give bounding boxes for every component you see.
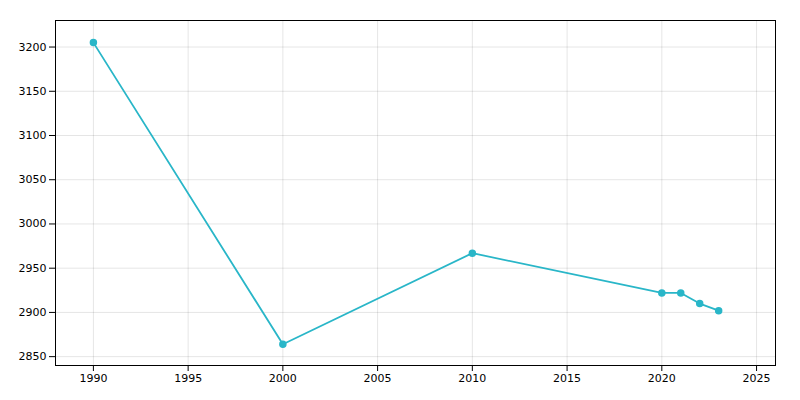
svg-text:1995: 1995 <box>174 372 202 385</box>
svg-text:2900: 2900 <box>19 306 47 319</box>
svg-text:2000: 2000 <box>269 372 297 385</box>
svg-text:2950: 2950 <box>19 262 47 275</box>
svg-text:2005: 2005 <box>364 372 392 385</box>
svg-text:2015: 2015 <box>553 372 581 385</box>
svg-text:3050: 3050 <box>19 173 47 186</box>
svg-text:3150: 3150 <box>19 85 47 98</box>
svg-text:2025: 2025 <box>743 372 771 385</box>
svg-text:3100: 3100 <box>19 129 47 142</box>
svg-text:2020: 2020 <box>648 372 676 385</box>
svg-text:2850: 2850 <box>19 350 47 363</box>
svg-text:1990: 1990 <box>79 372 107 385</box>
svg-text:3200: 3200 <box>19 41 47 54</box>
svg-text:3000: 3000 <box>19 217 47 230</box>
svg-text:2010: 2010 <box>458 372 486 385</box>
